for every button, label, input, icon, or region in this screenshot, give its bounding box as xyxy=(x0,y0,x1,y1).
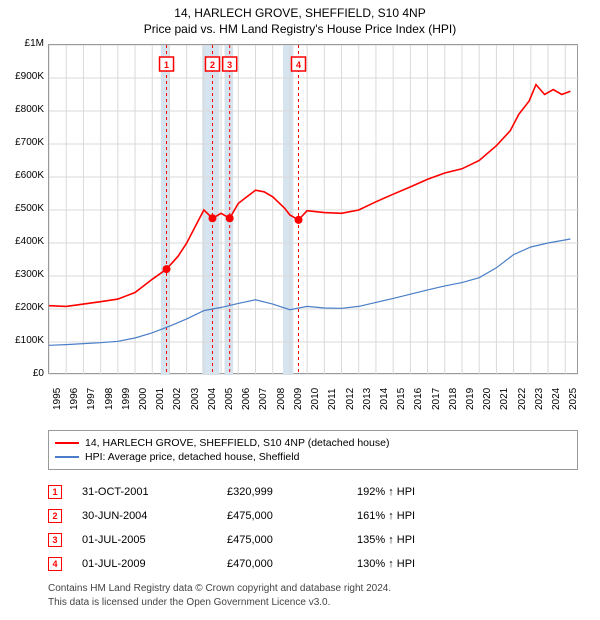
y-tick-label: £100K xyxy=(0,335,44,346)
sale-marker-box: 1 xyxy=(48,485,62,499)
x-tick-label: 2015 xyxy=(396,388,407,410)
x-tick-label: 2010 xyxy=(310,388,321,410)
x-tick-label: 2004 xyxy=(207,388,218,410)
legend-swatch xyxy=(55,456,79,458)
sale-marker-box: 2 xyxy=(48,509,62,523)
sale-price: £470,000 xyxy=(227,558,357,570)
sale-pct: 135% ↑ HPI xyxy=(357,534,477,546)
sale-date: 01-JUL-2009 xyxy=(82,558,227,570)
x-tick-label: 1999 xyxy=(121,388,132,410)
x-tick-label: 2012 xyxy=(345,388,356,410)
y-tick-label: £800K xyxy=(0,104,44,115)
x-tick-label: 2021 xyxy=(499,388,510,410)
legend-box: 14, HARLECH GROVE, SHEFFIELD, S10 4NP (d… xyxy=(48,430,578,470)
footer-attribution: Contains HM Land Registry data © Crown c… xyxy=(48,582,391,609)
x-tick-label: 1995 xyxy=(52,388,63,410)
x-tick-label: 2018 xyxy=(448,388,459,410)
svg-text:4: 4 xyxy=(296,60,301,70)
title-address: 14, HARLECH GROVE, SHEFFIELD, S10 4NP xyxy=(0,6,600,20)
footer-line2: This data is licensed under the Open Gov… xyxy=(48,596,391,610)
x-tick-label: 2011 xyxy=(327,388,338,410)
sale-price: £475,000 xyxy=(227,510,357,522)
x-tick-label: 2001 xyxy=(155,388,166,410)
chart-container: 14, HARLECH GROVE, SHEFFIELD, S10 4NP Pr… xyxy=(0,0,600,620)
x-tick-label: 2003 xyxy=(190,388,201,410)
svg-text:1: 1 xyxy=(164,60,169,70)
sale-pct: 130% ↑ HPI xyxy=(357,558,477,570)
x-tick-label: 2016 xyxy=(413,388,424,410)
legend-swatch xyxy=(55,442,79,444)
sale-row: 3 01-JUL-2005£475,000135% ↑ HPI xyxy=(48,528,578,552)
y-tick-label: £900K xyxy=(0,71,44,82)
chart-plot-area: 1 2 3 4 xyxy=(48,44,578,374)
footer-line1: Contains HM Land Registry data © Crown c… xyxy=(48,582,391,596)
title-block: 14, HARLECH GROVE, SHEFFIELD, S10 4NP Pr… xyxy=(0,0,600,40)
x-tick-label: 2017 xyxy=(431,388,442,410)
y-tick-label: £700K xyxy=(0,137,44,148)
x-tick-label: 2002 xyxy=(172,388,183,410)
x-tick-label: 1996 xyxy=(69,388,80,410)
y-tick-label: £1M xyxy=(0,38,44,49)
x-tick-label: 2023 xyxy=(534,388,545,410)
sales-table: 1 31-OCT-2001£320,999192% ↑ HPI 2 30-JUN-20… xyxy=(48,480,578,576)
sale-marker-box: 4 xyxy=(48,557,62,571)
y-tick-label: £0 xyxy=(0,368,44,379)
sale-marker-box: 3 xyxy=(48,533,62,547)
x-axis-labels: 1995 1996 1997 1998 1999 2000 2001 2002 2003 2004… xyxy=(48,378,578,428)
sale-price: £320,999 xyxy=(227,486,357,498)
x-tick-label: 2019 xyxy=(465,388,476,410)
legend-item: 14, HARLECH GROVE, SHEFFIELD, S10 4NP (d… xyxy=(55,437,571,449)
x-tick-label: 1997 xyxy=(86,388,97,410)
y-tick-label: £400K xyxy=(0,236,44,247)
title-subtitle: Price paid vs. HM Land Registry's House … xyxy=(0,22,600,36)
svg-text:2: 2 xyxy=(210,60,215,70)
x-tick-label: 2006 xyxy=(241,388,252,410)
chart-svg: 1 2 3 4 xyxy=(49,45,579,375)
x-tick-label: 2024 xyxy=(551,388,562,410)
x-tick-label: 2013 xyxy=(362,388,373,410)
y-tick-label: £500K xyxy=(0,203,44,214)
x-tick-label: 2025 xyxy=(568,388,579,410)
svg-text:3: 3 xyxy=(227,60,232,70)
x-tick-label: 2020 xyxy=(482,388,493,410)
sale-row: 1 31-OCT-2001£320,999192% ↑ HPI xyxy=(48,480,578,504)
x-tick-label: 2000 xyxy=(138,388,149,410)
y-tick-label: £300K xyxy=(0,269,44,280)
legend-label: HPI: Average price, detached house, Shef… xyxy=(85,451,299,463)
sale-row: 2 30-JUN-2004£475,000161% ↑ HPI xyxy=(48,504,578,528)
sale-row: 4 01-JUL-2009£470,000130% ↑ HPI xyxy=(48,552,578,576)
y-tick-label: £200K xyxy=(0,302,44,313)
x-tick-label: 2005 xyxy=(224,388,235,410)
legend-label: 14, HARLECH GROVE, SHEFFIELD, S10 4NP (d… xyxy=(85,437,389,449)
y-tick-label: £600K xyxy=(0,170,44,181)
x-tick-label: 2008 xyxy=(276,388,287,410)
x-tick-label: 1998 xyxy=(104,388,115,410)
x-tick-label: 2009 xyxy=(293,388,304,410)
sale-date: 31-OCT-2001 xyxy=(82,486,227,498)
sale-date: 30-JUN-2004 xyxy=(82,510,227,522)
sale-pct: 192% ↑ HPI xyxy=(357,486,477,498)
sale-pct: 161% ↑ HPI xyxy=(357,510,477,522)
sale-price: £475,000 xyxy=(227,534,357,546)
sale-date: 01-JUL-2005 xyxy=(82,534,227,546)
x-tick-label: 2014 xyxy=(379,388,390,410)
x-tick-label: 2022 xyxy=(517,388,528,410)
x-tick-label: 2007 xyxy=(258,388,269,410)
legend-item: HPI: Average price, detached house, Shef… xyxy=(55,451,571,463)
